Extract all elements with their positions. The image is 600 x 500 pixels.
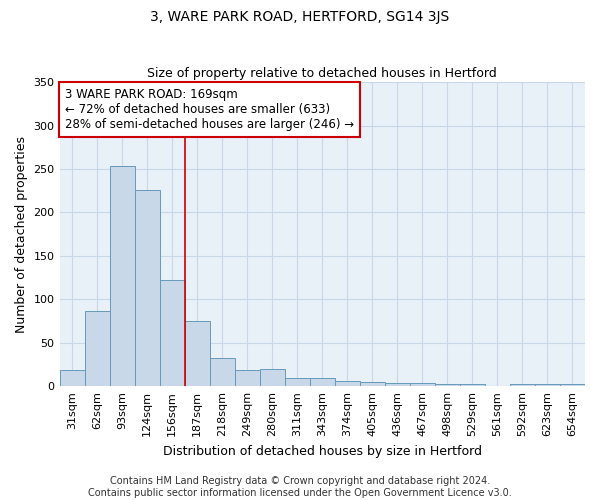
Title: Size of property relative to detached houses in Hertford: Size of property relative to detached ho… [148,66,497,80]
Bar [460,384,485,386]
Bar [209,358,235,386]
Text: 3, WARE PARK ROAD, HERTFORD, SG14 3JS: 3, WARE PARK ROAD, HERTFORD, SG14 3JS [151,10,449,24]
Bar [160,280,185,386]
Bar [360,382,385,386]
Bar [510,384,535,386]
Bar [85,310,110,386]
Bar [310,378,335,386]
X-axis label: Distribution of detached houses by size in Hertford: Distribution of detached houses by size … [163,444,482,458]
Bar [59,370,85,386]
Text: Contains HM Land Registry data © Crown copyright and database right 2024.
Contai: Contains HM Land Registry data © Crown c… [88,476,512,498]
Bar [385,382,410,386]
Bar [110,166,134,386]
Bar [260,369,285,386]
Bar [134,190,160,386]
Text: 3 WARE PARK ROAD: 169sqm
← 72% of detached houses are smaller (633)
28% of semi-: 3 WARE PARK ROAD: 169sqm ← 72% of detach… [65,88,354,131]
Bar [535,384,560,386]
Bar [285,378,310,386]
Bar [235,370,260,386]
Bar [335,381,360,386]
Bar [435,384,460,386]
Bar [410,382,435,386]
Bar [560,384,585,386]
Bar [185,321,209,386]
Y-axis label: Number of detached properties: Number of detached properties [15,136,28,332]
